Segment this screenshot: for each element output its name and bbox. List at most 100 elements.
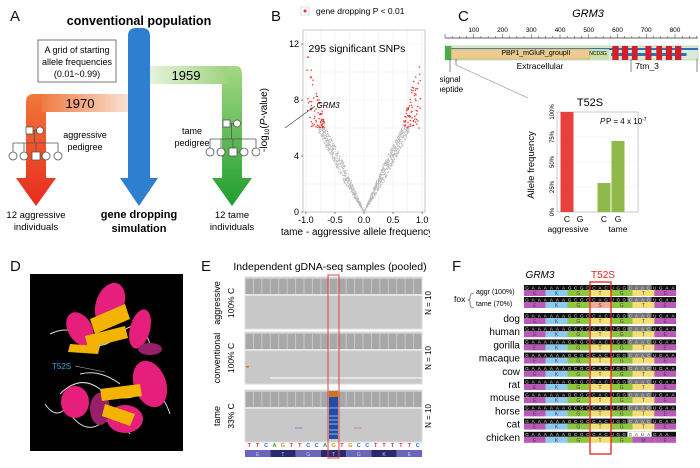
- amino-acid-cell: [524, 290, 546, 296]
- snp-point: [325, 126, 327, 128]
- snp-point: [359, 203, 361, 205]
- nucleotide: A: [635, 366, 638, 371]
- snp-point: [394, 158, 396, 161]
- snp-point: [353, 191, 355, 193]
- snp-point: [398, 152, 400, 154]
- snp-point: [337, 151, 339, 153]
- ruler-label: 700: [641, 27, 652, 34]
- amino-acid: E: [533, 398, 537, 404]
- amino-acid-cell: [295, 450, 321, 457]
- nucleotide: A: [598, 379, 601, 384]
- snp-point: [380, 177, 382, 179]
- amino-acid: T: [598, 372, 601, 378]
- snp-point: [340, 161, 342, 163]
- amino-acid-cell: [610, 397, 633, 404]
- snp-point: [387, 165, 389, 167]
- nucleotide: A: [544, 393, 547, 398]
- nucleotide: G: [616, 393, 620, 398]
- significant-snp-point: [418, 73, 421, 75]
- snp-point: [333, 156, 336, 158]
- significant-snp-point: [409, 98, 412, 101]
- read-cell: [245, 334, 253, 349]
- significant-snp-point: [410, 104, 413, 106]
- snp-point: [403, 123, 405, 125]
- significant-snp-point: [412, 89, 414, 92]
- snp-point: [389, 165, 391, 167]
- snp-point: [384, 173, 386, 175]
- snp-point: [381, 173, 383, 175]
- amino-acid: G: [576, 345, 580, 351]
- amino-acid-cell: [589, 357, 611, 364]
- snp-point: [396, 144, 398, 146]
- significant-snp-point: [312, 97, 315, 99]
- amino-acid-cell: [632, 331, 655, 338]
- snp-point: [358, 200, 360, 202]
- nucleotide: A: [550, 393, 553, 398]
- snp-point: [402, 134, 404, 136]
- amino-acid-cell: [567, 290, 590, 296]
- snp-point: [369, 195, 371, 198]
- significant-snp-point: [312, 125, 314, 127]
- snp-point: [330, 151, 332, 153]
- amino-acid-cell: [545, 423, 568, 430]
- snp-point: [326, 148, 328, 150]
- nucleotide: G: [568, 313, 572, 318]
- snp-point: [348, 188, 350, 190]
- nucleotide: A: [665, 285, 668, 290]
- snp-point: [367, 203, 369, 205]
- snp-point: [329, 144, 331, 146]
- snp-point: [329, 151, 331, 153]
- nucleotide: G: [659, 313, 663, 318]
- read-cell: [355, 334, 363, 349]
- snp-point: [394, 150, 396, 152]
- tm-helix: [631, 46, 638, 60]
- nucleotide: A: [550, 327, 553, 332]
- snp-point: [334, 154, 337, 156]
- snp-point: [357, 201, 359, 203]
- nucleotide: C: [592, 366, 596, 371]
- snp-point: [342, 160, 344, 162]
- amino-acid: T: [642, 398, 645, 404]
- nucleotide: A: [641, 327, 644, 332]
- snp-point: [353, 196, 355, 198]
- snp-point: [395, 157, 397, 159]
- snp-point: [392, 161, 394, 163]
- snp-point: [342, 167, 344, 169]
- snp-point: [337, 165, 339, 167]
- nucleotide: C: [604, 327, 608, 332]
- nucleotide: A: [665, 327, 668, 332]
- simulation-label2: simulation: [111, 223, 166, 235]
- x-tick-label: -1.0: [298, 215, 314, 225]
- y-axis-label: -log10(P-value): [259, 88, 271, 152]
- amino-acid: T: [598, 411, 601, 417]
- snp-point: [400, 142, 403, 144]
- nucleotide: A: [532, 353, 535, 358]
- snp-point: [334, 149, 336, 151]
- amino-acid-cell: [524, 423, 546, 430]
- dna-base: T: [391, 443, 395, 449]
- year-tame: 1959: [172, 68, 201, 83]
- nucleotide: A: [556, 432, 559, 437]
- nucleotide: G: [525, 285, 529, 290]
- amino-acid: K: [555, 291, 559, 297]
- snp-point: [408, 131, 410, 133]
- nucleotide: C: [574, 297, 578, 302]
- amino-acid: E: [663, 332, 667, 338]
- amino-acid: G: [620, 372, 624, 378]
- amino-acid: E: [663, 425, 667, 431]
- snp-point: [326, 140, 329, 142]
- sequence-alignment: GRM3 T52S fox G A A A A A A G C G C C A C U G G C A A C U G A AE…: [454, 270, 676, 455]
- amino-acid-cell: [589, 384, 611, 390]
- read-cell: [371, 392, 380, 407]
- snp-point: [327, 135, 329, 138]
- snp-point: [359, 206, 361, 208]
- nucleotide: A: [532, 313, 535, 318]
- nucleotide-row: [524, 365, 676, 371]
- nucleotide: G: [659, 297, 663, 302]
- nucleotide: G: [568, 406, 572, 411]
- snp-point: [398, 139, 400, 141]
- snp-point: [387, 155, 389, 157]
- snp-point: [320, 135, 322, 137]
- snp-point: [350, 181, 352, 183]
- snp-point: [406, 135, 408, 137]
